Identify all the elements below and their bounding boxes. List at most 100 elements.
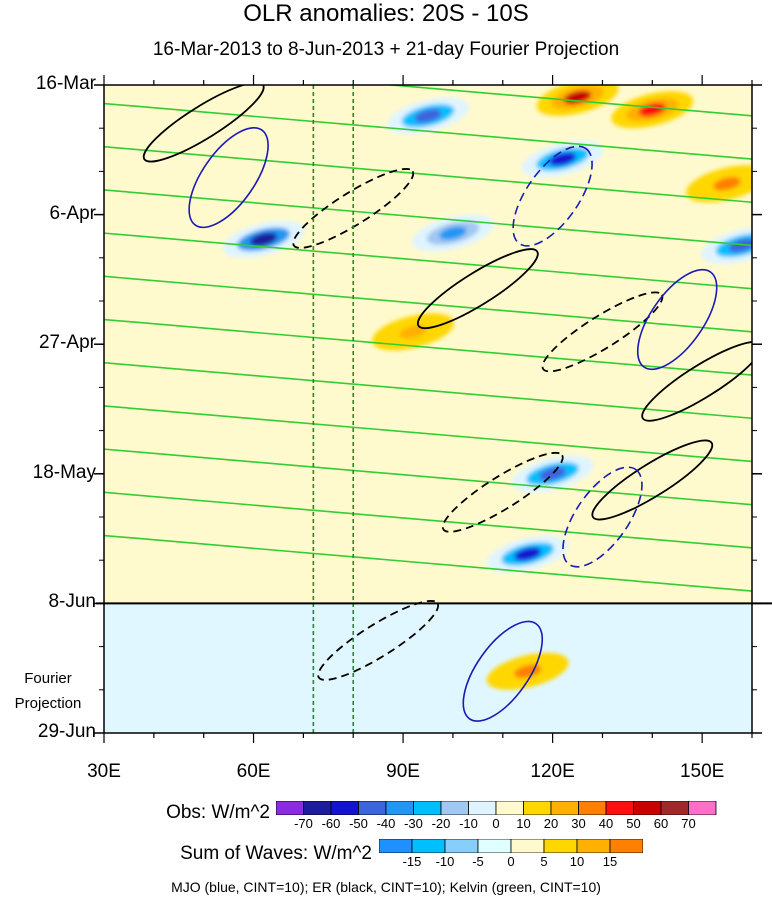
- obs-anomaly-4: [411, 214, 494, 252]
- colorbar-box: [523, 800, 552, 816]
- colorbar-box: [444, 838, 479, 854]
- obs-core: [249, 232, 278, 247]
- colorbar-label: -70: [294, 816, 313, 831]
- obs-anomaly-1: [387, 97, 469, 135]
- kelvin-contour: [104, 491, 752, 549]
- mjo-contour: [188, 126, 269, 229]
- obs-anomaly-10: [486, 652, 569, 690]
- colorbar-box: [510, 838, 545, 854]
- colorbar-label: 30: [571, 816, 586, 831]
- colorbar-label: 0: [492, 816, 500, 831]
- colorbar-label: -20: [431, 816, 451, 831]
- colorbar-label: 50: [626, 816, 641, 831]
- x-tick-label: 30E: [87, 761, 121, 782]
- colorbar-box: [605, 800, 634, 816]
- y-tick-label: 18-May: [32, 461, 96, 483]
- colorbar-label: 0: [507, 854, 515, 869]
- colorbar-box: [688, 800, 717, 816]
- y-tick-label: 29-Jun: [37, 721, 96, 742]
- colorbar-box: [385, 800, 414, 816]
- kelvin-contour: [104, 318, 752, 376]
- mjo-contour: [636, 268, 718, 371]
- obs-anomaly-3: [701, 226, 752, 265]
- footnote: MJO (blue, CINT=10); ER (black, CINT=10)…: [171, 879, 601, 895]
- colorbar-label: -15: [402, 854, 422, 869]
- obs-anomaly-7: [536, 85, 619, 116]
- colorbar-label: 40: [598, 816, 614, 831]
- er-contour: [142, 85, 265, 163]
- x-tick-label: 150E: [679, 761, 725, 782]
- colorbar-box: [609, 838, 644, 854]
- plot-background: [104, 85, 752, 733]
- colorbar-label: -50: [349, 816, 368, 831]
- waves-colorbar-title: Sum of Waves: W/m^2: [180, 843, 372, 864]
- colorbar-box: [578, 800, 607, 816]
- colorbar-label: 20: [543, 816, 559, 831]
- plot-frame: [103, 84, 753, 734]
- waves-colorbar: [378, 838, 644, 858]
- chart-subtitle: 16-Mar-2013 to 8-Jun-2013 + 21-day Fouri…: [152, 39, 620, 60]
- y-tick-label: 6-Apr: [49, 202, 96, 224]
- y-tick-label: 27-Apr: [38, 332, 96, 354]
- colorbar-box: [576, 838, 611, 854]
- kelvin-contour: [104, 275, 752, 333]
- colorbar-label: 10: [516, 816, 531, 831]
- obs-core: [399, 325, 427, 339]
- obs-anomaly-11: [372, 313, 454, 351]
- colorbar-label: -10: [435, 854, 455, 869]
- obs-anomaly-6: [511, 455, 594, 493]
- colorbar-box: [378, 838, 413, 854]
- colorbar-box: [303, 800, 332, 816]
- colorbar-box: [275, 800, 304, 816]
- obs-core: [414, 109, 442, 123]
- kelvin-contour: [382, 85, 752, 117]
- forecast-area-background: [104, 603, 752, 733]
- wave-contours: [104, 85, 752, 722]
- kelvin-contour: [104, 448, 752, 506]
- colorbar-box: [440, 800, 469, 816]
- obs-core: [713, 177, 741, 191]
- kelvin-contour: [104, 405, 752, 463]
- fourier-label-2: Projection: [14, 695, 82, 712]
- obs-anomaly-5: [486, 535, 569, 573]
- colorbar-label: -60: [321, 816, 341, 831]
- er-contour: [292, 168, 415, 249]
- colorbar-label: 15: [602, 854, 618, 869]
- er-contour: [591, 439, 714, 521]
- obs-anomaly-8: [611, 91, 694, 129]
- colorbar-label: 5: [540, 854, 548, 869]
- axes: [94, 75, 772, 743]
- colorbar-box: [358, 800, 387, 816]
- colorbar-box: [550, 800, 579, 816]
- colorbar-box: [468, 800, 497, 816]
- x-tick-label: 90E: [386, 761, 420, 782]
- kelvin-contour: [104, 534, 752, 592]
- obs-core: [439, 226, 467, 240]
- colorbar-label: -40: [376, 816, 396, 831]
- fourier-label-1: Fourier: [24, 670, 72, 687]
- colorbar-box: [633, 800, 662, 816]
- y-tick-label: 8-Jun: [48, 591, 96, 613]
- x-tick-label: 60E: [236, 761, 271, 782]
- colorbar-box: [411, 838, 446, 854]
- obs-core: [728, 238, 752, 253]
- kelvin-contour: [104, 189, 752, 247]
- colorbar-label: -5: [472, 854, 484, 869]
- colorbar-label: 10: [569, 854, 585, 869]
- y-tick-label: 16-Mar: [35, 73, 96, 94]
- obs-colorbar: [275, 800, 721, 820]
- colorbar-box: [330, 800, 359, 816]
- colorbar-label: -10: [459, 816, 478, 831]
- colorbar-box: [543, 838, 578, 854]
- kelvin-contour: [104, 232, 752, 290]
- colorbar-box: [660, 800, 689, 816]
- x-tick-label: 120E: [530, 761, 575, 782]
- colorbar-label: -30: [404, 816, 423, 831]
- er-contour: [416, 248, 539, 330]
- reference-lines: [312, 85, 355, 733]
- obs-area-background: [104, 85, 752, 604]
- mjo-contour: [512, 145, 593, 247]
- colorbar-box: [413, 800, 442, 816]
- er-contour: [641, 340, 752, 422]
